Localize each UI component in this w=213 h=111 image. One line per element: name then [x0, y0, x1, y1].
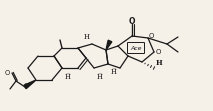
- Text: O: O: [129, 17, 135, 26]
- Text: O: O: [149, 33, 154, 39]
- Text: H: H: [84, 33, 90, 41]
- Text: O: O: [5, 70, 10, 76]
- Text: H̅: H̅: [97, 73, 103, 81]
- FancyBboxPatch shape: [128, 43, 144, 54]
- Text: H: H: [156, 59, 163, 67]
- Text: Ace: Ace: [130, 46, 142, 51]
- Polygon shape: [24, 80, 36, 89]
- Text: H̅: H̅: [111, 68, 117, 76]
- Text: O: O: [23, 83, 29, 89]
- Text: H̅: H̅: [65, 73, 71, 81]
- Text: O: O: [156, 49, 161, 55]
- Polygon shape: [106, 40, 112, 50]
